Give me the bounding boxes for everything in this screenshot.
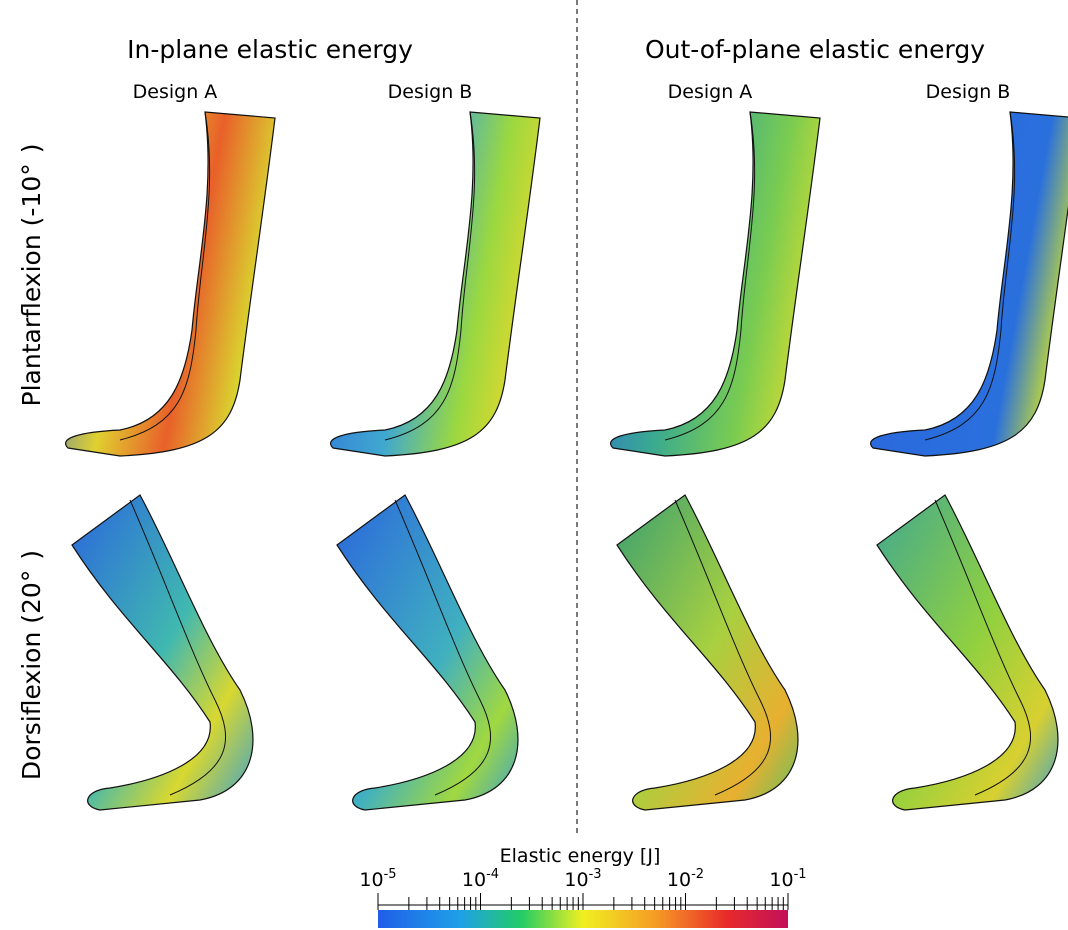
column-header: In-plane elastic energy [127,35,413,64]
design-label: Design A [668,81,753,103]
orthosis [871,112,1068,456]
design-label: Design A [133,81,218,103]
panel [66,112,275,456]
design-label: Design B [388,81,473,103]
tick-exponent: -3 [589,867,602,882]
tick-base: 10 [564,869,588,891]
panel [871,112,1068,456]
tick-label: 10-3 [564,867,601,891]
result-panels [66,112,1068,810]
colorbar [378,910,788,928]
panel [611,112,820,456]
panel [72,495,253,810]
tick-base: 10 [462,869,486,891]
tick-base: 10 [667,869,691,891]
panel [877,495,1058,810]
tick-exponent: -2 [691,867,704,882]
tick-label: 10-2 [667,867,704,891]
tick-base: 10 [359,869,383,891]
orthosis [331,112,540,456]
tick-base: 10 [769,869,793,891]
orthosis [617,495,798,810]
orthosis [337,495,518,810]
tick-label: 10-5 [359,867,396,891]
panel [617,495,798,810]
orthosis [72,495,253,810]
tick-exponent: -5 [384,867,397,882]
design-label: Design B [926,81,1011,103]
tick-label: 10-4 [462,867,499,891]
row-label: Plantarflexion (-10° ) [17,144,46,407]
tick-label: 10-1 [769,867,806,891]
orthosis [611,112,820,456]
tick-exponent: -4 [486,867,499,882]
panel [331,112,540,456]
figure: In-plane elastic energy Out-of-plane ela… [0,0,1068,930]
row-label: Dorsiflexion (20° ) [17,550,46,780]
colorbar-title: Elastic energy [J] [500,845,661,867]
orthosis [66,112,275,456]
orthosis [877,495,1058,810]
panel [337,495,518,810]
column-header: Out-of-plane elastic energy [645,35,985,64]
tick-exponent: -1 [794,867,807,882]
